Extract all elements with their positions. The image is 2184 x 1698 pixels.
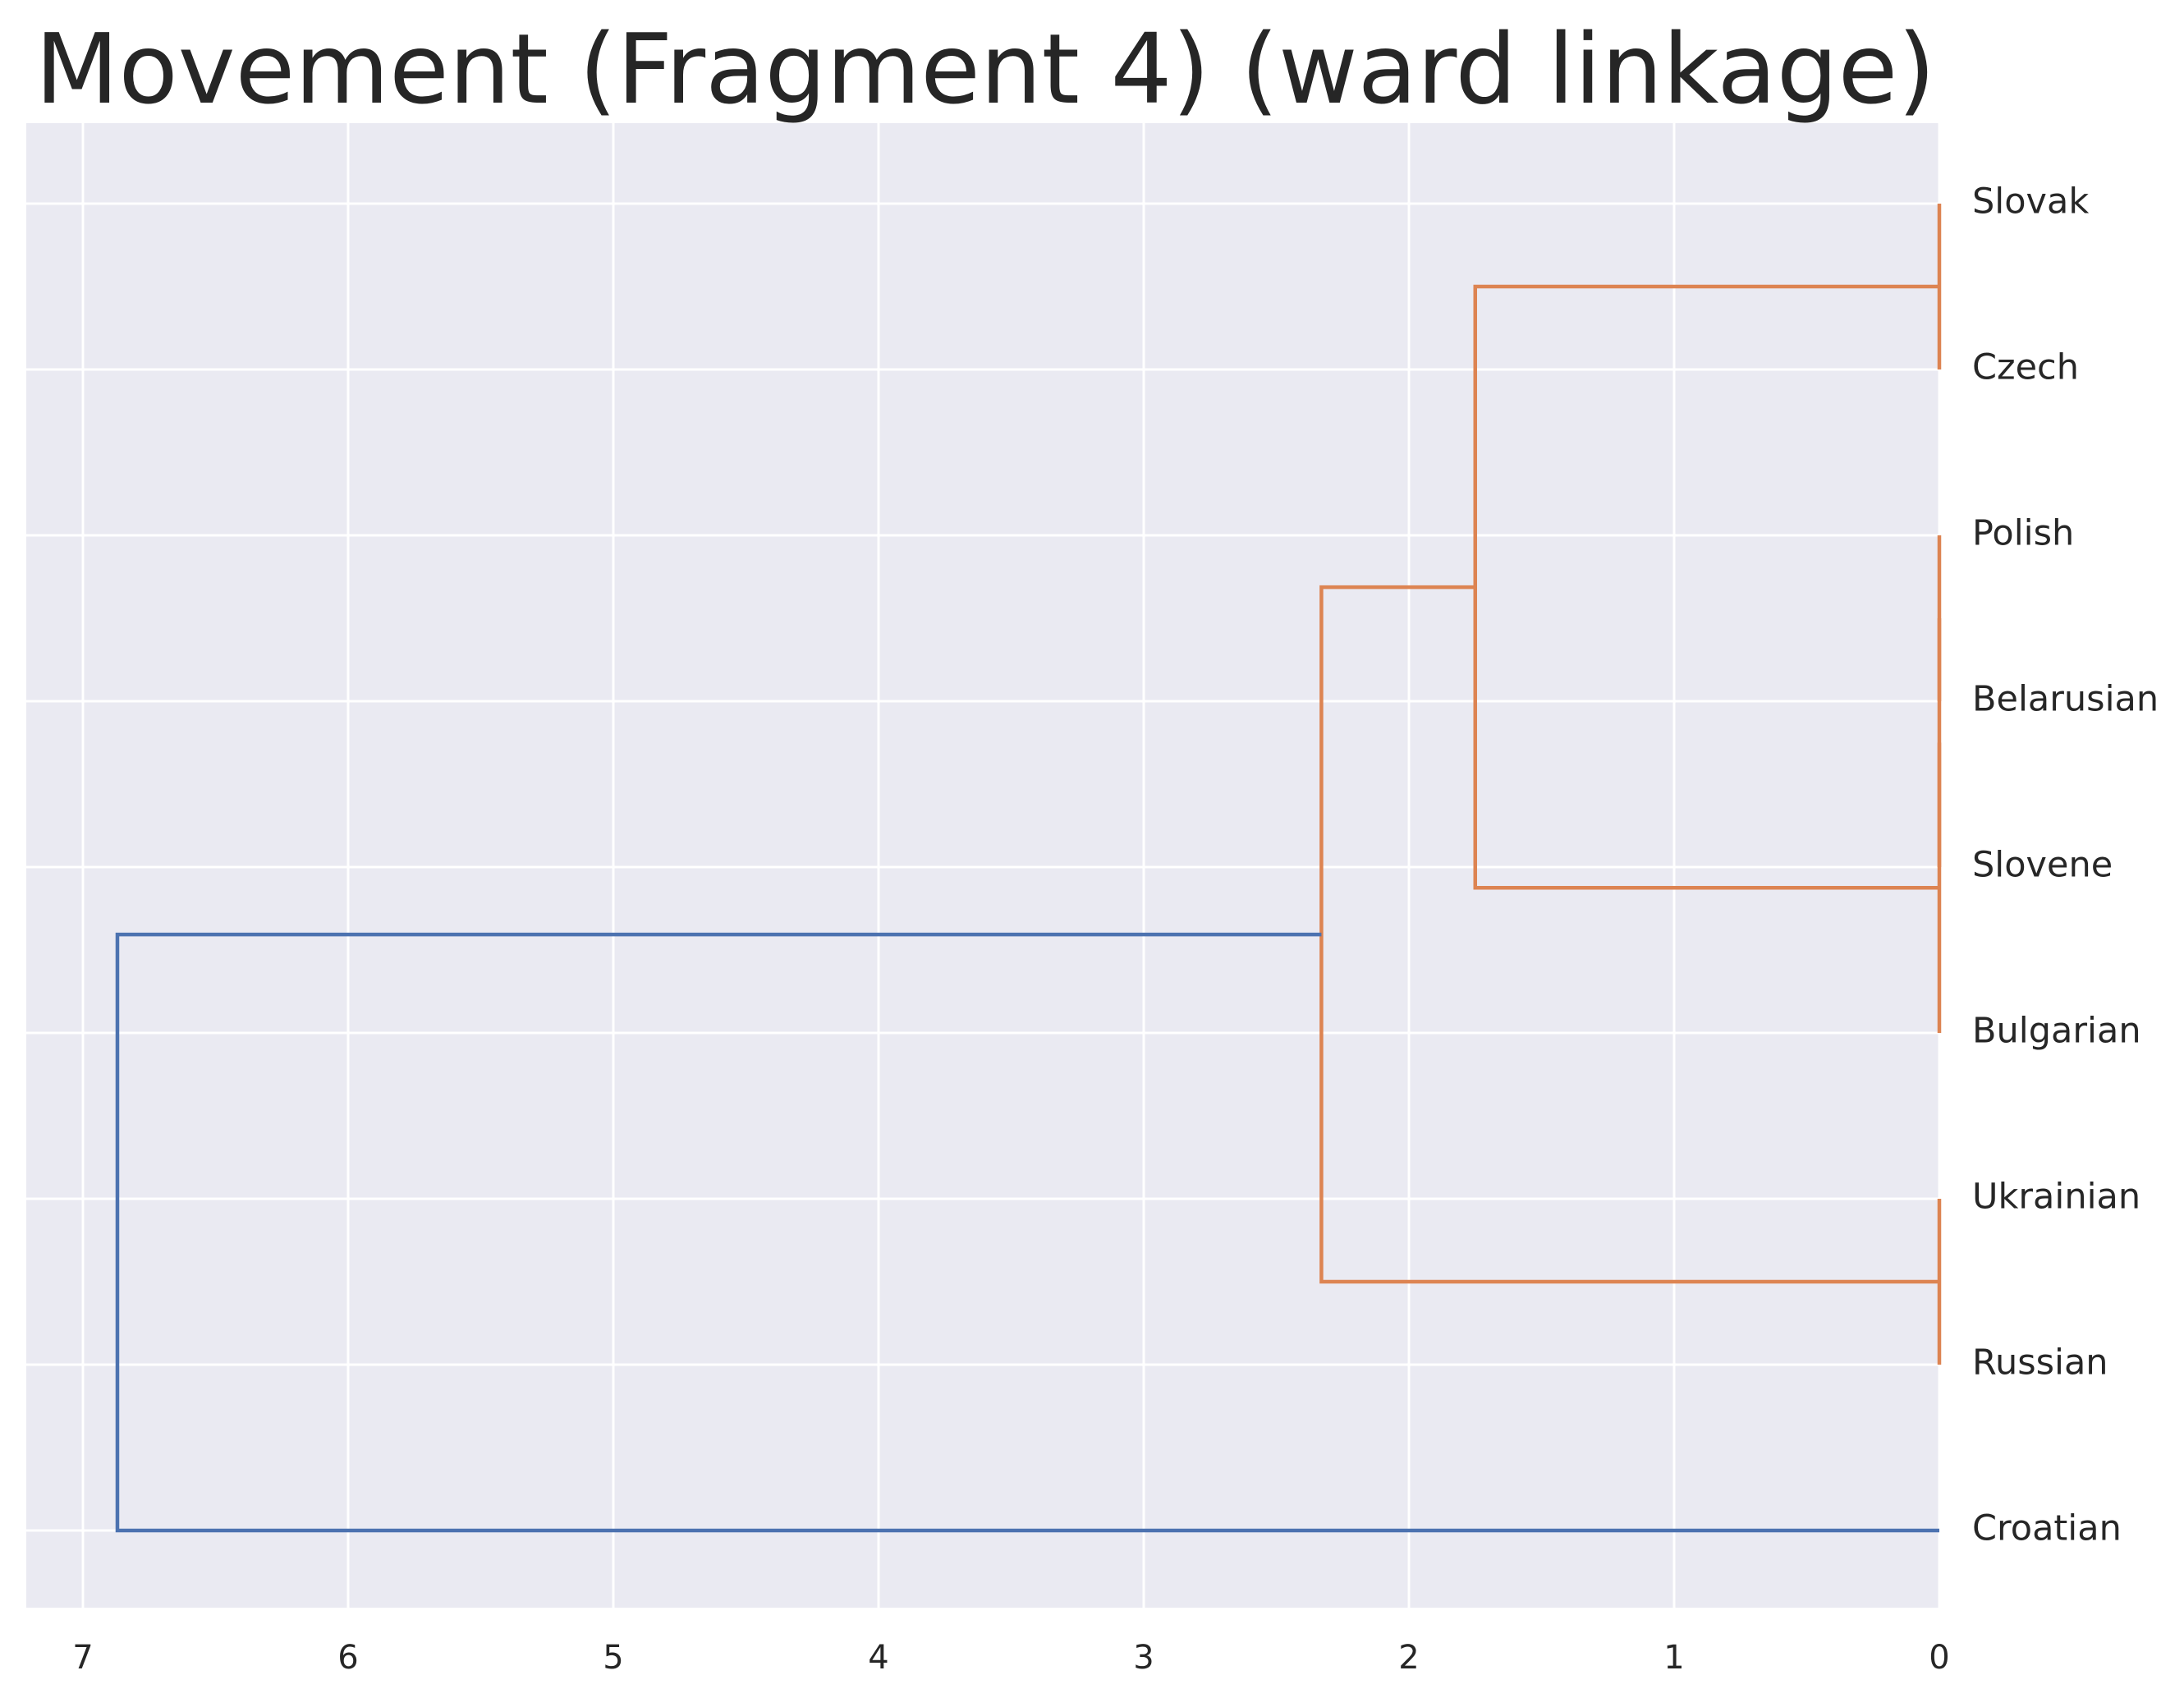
- leaf-labels: Slovak Czech Polish Belarusian Slovene Bulgar…: [1972, 181, 2159, 1549]
- x-tick-label-6: 6: [337, 1639, 358, 1677]
- x-tick-label-4: 4: [868, 1639, 888, 1677]
- leaf-label-belarusian: Belarusian: [1972, 679, 2159, 720]
- x-axis-tick-labels: 7 6 5 4 3 2 1 0: [72, 1639, 1949, 1677]
- leaf-label-czech: Czech: [1972, 347, 2079, 388]
- leaf-label-ukrainian: Ukrainian: [1972, 1177, 2140, 1218]
- leaf-label-russian: Russian: [1972, 1342, 2108, 1384]
- dendrogram-link-8: [115, 932, 1939, 1533]
- leaf-label-slovene: Slovene: [1972, 845, 2113, 886]
- x-tick-label-1: 1: [1663, 1639, 1684, 1677]
- chart-title: Movement (Fragment 4) (ward linkage): [35, 12, 1935, 126]
- x-tick-label-2: 2: [1398, 1639, 1419, 1677]
- leaf-label-slovak: Slovak: [1972, 181, 2089, 223]
- leaf-label-croatian: Croatian: [1972, 1508, 2122, 1549]
- leaf-label-bulgarian: Bulgarian: [1972, 1011, 2141, 1052]
- dendrogram-links: [115, 204, 1942, 1533]
- leaf-label-polish: Polish: [1972, 513, 2074, 554]
- x-tick-label-0: 0: [1929, 1639, 1949, 1677]
- x-tick-label-3: 3: [1133, 1639, 1154, 1677]
- x-tick-label-5: 5: [603, 1639, 623, 1677]
- x-tick-label-7: 7: [72, 1639, 93, 1677]
- plot-background: [26, 123, 1939, 1608]
